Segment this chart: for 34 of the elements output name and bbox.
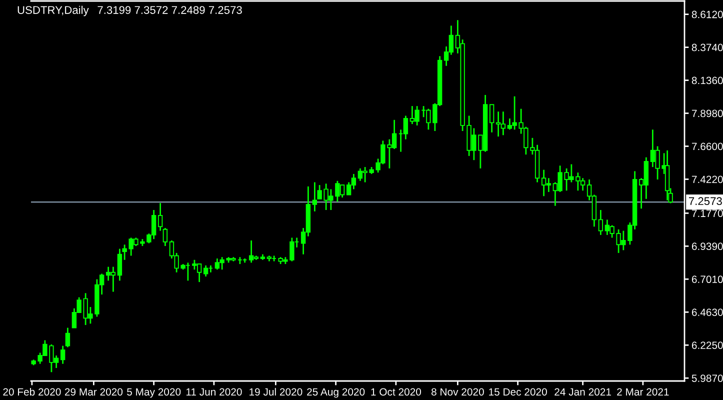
x-tick-label: 2 Mar 2021 bbox=[617, 388, 669, 396]
candlestick bbox=[598, 209, 604, 236]
chart-title: USDTRY,Daily bbox=[18, 6, 89, 16]
y-tick-label: 7.4220 bbox=[692, 176, 723, 184]
x-tick-label: 20 Feb 2020 bbox=[3, 388, 61, 396]
candlestick bbox=[489, 104, 494, 134]
candlestick bbox=[203, 264, 208, 278]
x-tick-label: 19 Jul 2020 bbox=[250, 388, 302, 396]
y-tick-label: 7.8980 bbox=[692, 110, 723, 118]
candlestick bbox=[403, 115, 408, 140]
y-tick-label: 7.1770 bbox=[692, 210, 723, 218]
x-tick-label: 8 Nov 2020 bbox=[432, 388, 484, 396]
x-tick-label: 11 Jun 2020 bbox=[186, 388, 242, 396]
x-tick-label: 15 Dec 2020 bbox=[489, 388, 547, 396]
candlestick bbox=[65, 327, 70, 348]
candlestick bbox=[162, 227, 168, 247]
y-tick-label: 6.7010 bbox=[692, 276, 723, 284]
y-tick-label: 8.6120 bbox=[692, 10, 723, 18]
candlestick bbox=[158, 202, 163, 232]
ref-line-label: 7.2573 bbox=[688, 197, 722, 206]
y-tick-label: 6.2250 bbox=[692, 342, 723, 349]
y-tick-label: 6.4630 bbox=[692, 308, 723, 316]
chart-subtitle: 7.3199 7.3572 7.2489 7.2573 bbox=[98, 6, 242, 14]
x-tick-label: 24 Jan 2021 bbox=[554, 388, 611, 396]
y-tick-label: 5.9870 bbox=[692, 374, 723, 382]
x-tick-label: 29 Mar 2020 bbox=[64, 388, 123, 396]
x-tick-label: 5 May 2020 bbox=[127, 388, 181, 398]
y-tick-label: 8.3740 bbox=[692, 44, 723, 52]
y-tick-label: 7.6600 bbox=[692, 142, 723, 150]
y-tick-label: 6.9390 bbox=[692, 242, 723, 250]
y-tick-label: 8.1360 bbox=[692, 76, 723, 84]
candlestick bbox=[60, 345, 66, 365]
x-tick-label: 1 Oct 2020 bbox=[371, 388, 422, 396]
x-tick-label: 25 Aug 2020 bbox=[307, 388, 365, 398]
